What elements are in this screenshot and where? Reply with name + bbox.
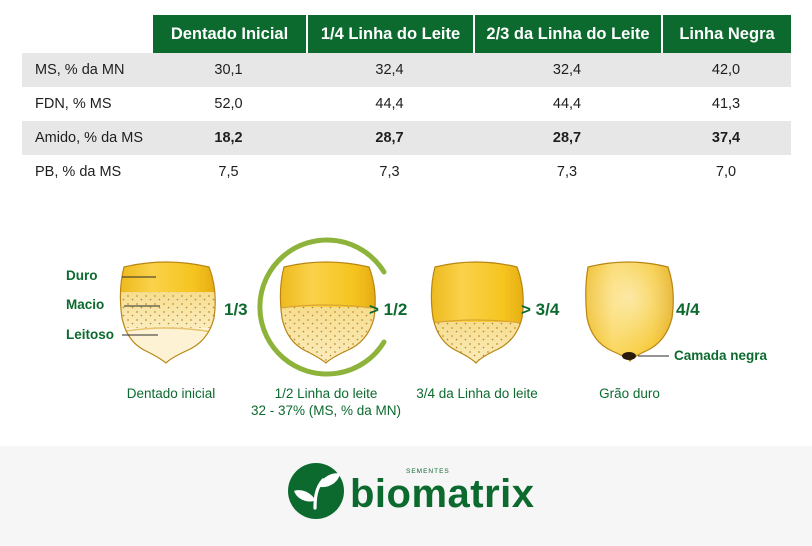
leaf-icon bbox=[288, 463, 344, 519]
footer: SEMENTES biomatrix bbox=[0, 446, 812, 546]
table-cell: 7,3 bbox=[379, 164, 400, 180]
black-layer-label: Camada negra bbox=[674, 348, 768, 363]
logo-tagline: SEMENTES bbox=[406, 468, 450, 475]
row-label: Amido, % da MS bbox=[35, 130, 143, 146]
table-cell: 37,4 bbox=[711, 130, 741, 146]
layer-label-hard: Duro bbox=[66, 268, 98, 283]
row-label: PB, % da MS bbox=[35, 164, 122, 180]
stage-caption: Grão duro bbox=[599, 386, 660, 401]
layer-label-soft: Macio bbox=[66, 297, 105, 312]
kernel-milk-line-diagram: Duro Macio Leitoso 1/3 > 1/2 > 3/4 4/4 C… bbox=[0, 230, 812, 430]
stage-caption: 1/2 Linha do leite bbox=[274, 386, 378, 401]
stage-caption: 3/4 da Linha do leite bbox=[416, 386, 538, 401]
highlight-arc bbox=[257, 237, 387, 377]
stage-caption: Dentado inicial bbox=[126, 386, 216, 401]
table-row: PB, % da MS 7,5 7,3 7,3 7,0 bbox=[22, 155, 791, 189]
logo-wordmark: biomatrix bbox=[350, 472, 535, 516]
row-label: MS, % da MN bbox=[35, 62, 125, 78]
table-cell: 32,4 bbox=[552, 62, 582, 78]
black-layer-spot bbox=[622, 352, 636, 360]
table-cell: 52,0 bbox=[214, 96, 243, 112]
fraction-label: > 1/2 bbox=[369, 300, 408, 319]
table-row: MS, % da MN 30,1 32,4 32,4 42,0 bbox=[22, 53, 791, 87]
fraction-label: > 3/4 bbox=[521, 300, 560, 319]
kernel-early-dent bbox=[120, 262, 216, 363]
table-cell: 30,1 bbox=[214, 62, 243, 78]
table-cell: 7,3 bbox=[556, 164, 578, 180]
table-cell: 28,7 bbox=[375, 130, 404, 146]
table-corner bbox=[22, 15, 151, 53]
table-cell: 28,7 bbox=[552, 130, 582, 146]
table-cell: 44,4 bbox=[552, 96, 582, 112]
fraction-label: 4/4 bbox=[676, 300, 700, 319]
layer-label-milky: Leitoso bbox=[66, 327, 115, 342]
stage-note: 32 - 37% (MS, % da MN) bbox=[250, 403, 402, 418]
column-header: Linha Negra bbox=[661, 15, 791, 53]
table-cell: 32,4 bbox=[375, 62, 404, 78]
table-header: Dentado Inicial 1/4 Linha do Leite 2/3 d… bbox=[22, 15, 791, 53]
column-header: Dentado Inicial bbox=[151, 15, 306, 53]
table-cell: 7,0 bbox=[715, 164, 737, 180]
brand-logo: SEMENTES biomatrix bbox=[286, 460, 546, 530]
fraction-label: 1/3 bbox=[224, 300, 248, 319]
table-cell: 44,4 bbox=[375, 96, 404, 112]
table-cell: 7,5 bbox=[218, 164, 239, 180]
row-label: FDN, % MS bbox=[35, 96, 112, 112]
column-header: 2/3 da Linha do Leite bbox=[473, 15, 661, 53]
table-row: FDN, % MS 52,0 44,4 44,4 41,3 bbox=[22, 87, 791, 121]
table-cell: 42,0 bbox=[711, 62, 741, 78]
table-row: Amido, % da MS 18,2 28,7 28,7 37,4 bbox=[22, 121, 791, 155]
kernel-illustrations bbox=[119, 237, 674, 377]
column-header: 1/4 Linha do Leite bbox=[306, 15, 473, 53]
silage-maturity-table: Dentado Inicial 1/4 Linha do Leite 2/3 d… bbox=[22, 15, 791, 189]
table-cell: 18,2 bbox=[214, 130, 243, 146]
table-cell: 41,3 bbox=[711, 96, 741, 112]
